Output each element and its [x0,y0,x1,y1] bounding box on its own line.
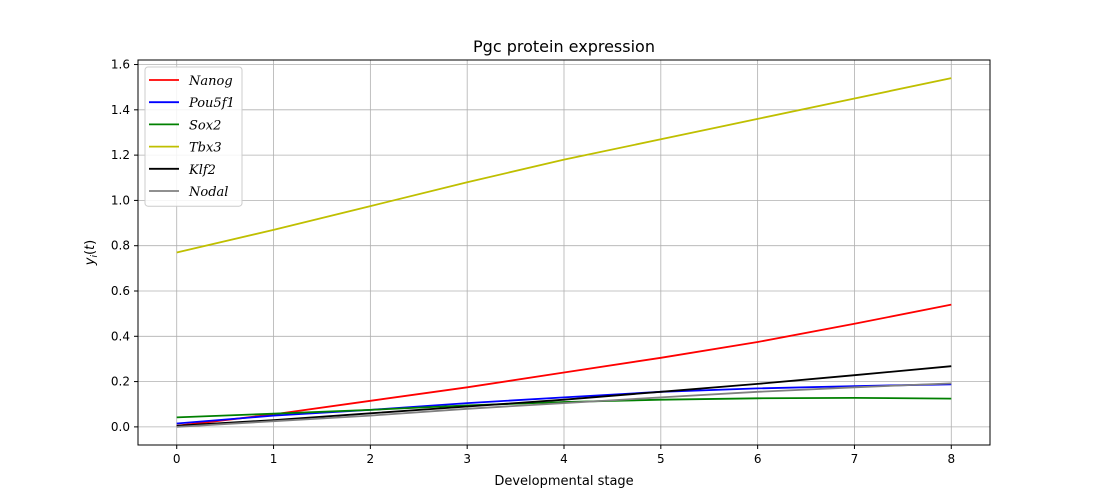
legend-label-sox2: Sox2 [189,118,221,133]
series-line-sox2 [176,396,952,419]
series-line-nodal [176,382,952,428]
x-tick-label: 0 [173,452,181,466]
x-tick-label: 1 [270,452,278,466]
y-tick-label: 1.4 [111,103,130,117]
legend-label-tbx3: Tbx3 [189,141,222,156]
x-tick-label: 5 [657,452,665,466]
x-tick-label: 6 [754,452,762,466]
y-tick-label: 1.6 [111,58,130,72]
chart-title: Pgc protein expression [473,37,655,56]
y-tick-label: 0.0 [111,420,130,434]
y-tick-label: 0.4 [111,329,130,343]
y-axis-title: yi(t) [83,240,100,266]
legend-label-klf2: Klf2 [188,163,216,178]
y-tick-label: 0.6 [111,284,130,298]
series-line-nanog [176,303,952,427]
series-line-klf2 [176,365,952,427]
x-axis-title: Developmental stage [494,474,633,489]
legend: Nanog Pou5f1 Sox2 Tbx3 Klf2 Nodal [144,66,243,207]
x-tick-label: 8 [947,452,955,466]
y-tick-label: 0.8 [111,239,130,253]
legend-label-nanog: Nanog [188,74,233,89]
grid [138,60,990,445]
y-tick-label: 0.2 [111,375,130,389]
series-line-tbx3 [176,77,952,254]
legend-label-pou5f1: Pou5f1 [188,96,235,111]
series-line-pou5f1 [176,383,952,425]
legend-label-nodal: Nodal [188,185,228,200]
x-tick-label: 4 [560,452,568,466]
y-tick-label: 1.0 [111,193,130,207]
y-tick-label: 1.2 [111,148,130,162]
x-tick-label: 7 [851,452,859,466]
axis-ticks: 0 1 2 3 4 5 6 7 8 0.0 0.2 0.4 0.6 0.8 1.0 1.2 1.4 1.6 [111,58,955,466]
x-tick-label: 3 [463,452,471,466]
series-lines [176,77,952,428]
x-tick-label: 2 [367,452,375,466]
